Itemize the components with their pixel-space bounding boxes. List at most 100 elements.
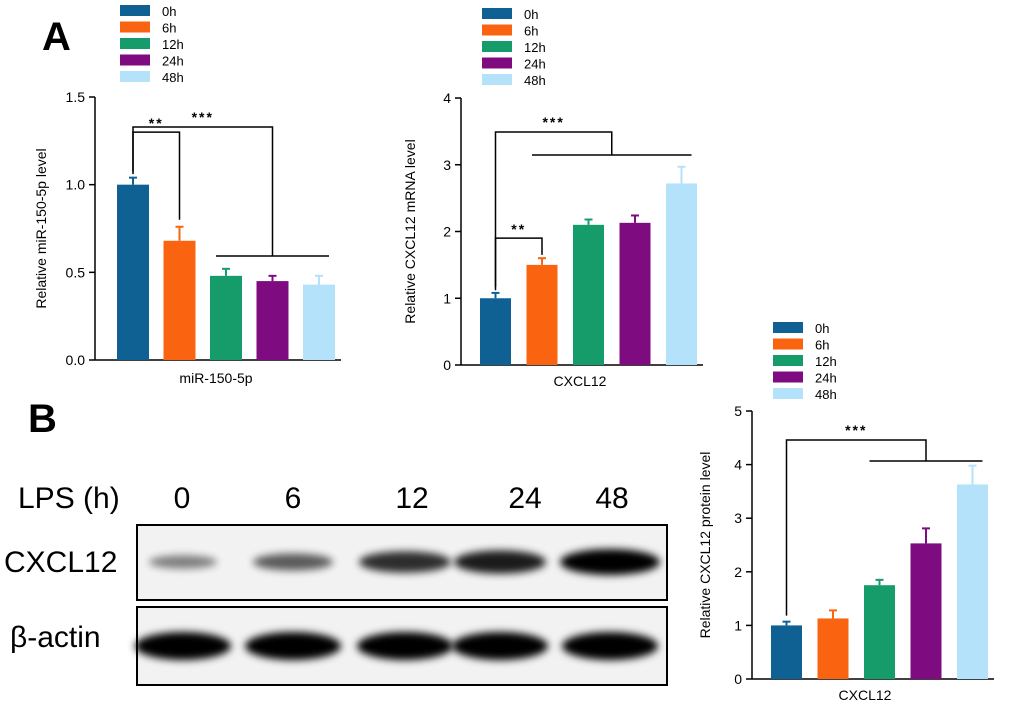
blot-band <box>560 549 660 575</box>
bar-0h <box>480 298 511 365</box>
y-tick-label: 0 <box>443 357 451 373</box>
legend-label: 24h <box>524 57 546 72</box>
legend-label: 6h <box>524 24 538 39</box>
significance-bracket <box>785 439 927 616</box>
bar-48h <box>303 284 335 360</box>
bar-24h <box>619 222 651 365</box>
blot-band <box>452 632 548 660</box>
blot-timepoint-label: 24 <box>508 482 541 515</box>
blot-band <box>357 632 453 660</box>
x-axis-title: CXCL12 <box>554 373 607 389</box>
legend-swatch-12h <box>773 355 803 366</box>
y-tick-label: 4 <box>734 457 742 473</box>
y-tick-label: 0.5 <box>66 264 86 280</box>
legend-swatch-0h <box>120 5 150 16</box>
y-tick-label: 0.0 <box>66 352 86 368</box>
significance-bracket <box>132 126 274 256</box>
y-axis-title: Relative miR-150-5p level <box>33 148 49 308</box>
legend-swatch-6h <box>482 24 512 36</box>
legend-swatch-6h <box>773 338 803 350</box>
blot-timepoint-label: 0 <box>174 482 191 515</box>
blot-band <box>135 632 231 660</box>
legend-swatch-12h <box>120 38 150 49</box>
significance-stars: *** <box>845 422 867 438</box>
y-tick-label: 0 <box>734 671 742 687</box>
blot-timepoint-label: 6 <box>285 482 302 515</box>
blot-band <box>149 555 217 569</box>
y-tick-label: 1.5 <box>66 89 86 105</box>
legend-label: 6h <box>162 21 176 36</box>
significance-stars: *** <box>542 114 564 130</box>
blot-band <box>562 632 658 660</box>
y-tick-label: 1.0 <box>66 177 86 193</box>
bar-12h <box>210 275 242 360</box>
y-tick-label: 3 <box>734 510 742 526</box>
panel-label-a: A <box>42 15 71 59</box>
y-axis-title: Relative CXCL12 mRNA level <box>402 139 418 323</box>
significance-stars: ** <box>149 115 164 131</box>
legend-swatch-24h <box>482 57 512 69</box>
cxcl12-mrna-bar-chart: 0 1 2 3 4 CXCL12 Relative CXCL12 mRNA level 0h 6… <box>402 7 703 389</box>
legend-label: 6h <box>815 338 829 353</box>
western-blot: LPS (h) 0 6 12 24 48 CXCL12 β-actin <box>4 482 668 686</box>
legend-label: 48h <box>524 73 546 88</box>
x-axis-title: miR-150-5p <box>179 370 252 386</box>
legend-swatch-48h <box>482 74 512 85</box>
x-axis-title: CXCL12 <box>839 687 892 703</box>
blot-row-label-actin: β-actin <box>10 621 101 654</box>
bar-12h <box>864 585 895 679</box>
blot-timepoint-label: 12 <box>395 482 428 515</box>
legend-swatch-24h <box>120 54 150 66</box>
legend-label: 12h <box>524 40 546 55</box>
legend-label: 24h <box>162 54 184 69</box>
blot-header-label: LPS (h) <box>18 482 120 515</box>
blot-band <box>359 551 451 573</box>
panel-label-b: B <box>28 397 57 441</box>
legend-swatch-24h <box>773 371 803 383</box>
legend-label: 12h <box>815 354 837 369</box>
legend-label: 48h <box>815 387 837 402</box>
mir-150-5p-bar-chart: 0.0 0.5 1.0 1.5 miR-150-5p Relative miR-150-5… <box>33 4 341 386</box>
bar-0h <box>771 625 802 679</box>
blot-row-label-cxcl12: CXCL12 <box>4 546 117 579</box>
legend-swatch-48h <box>773 388 803 399</box>
y-tick-label: 2 <box>443 224 451 240</box>
legend-swatch-48h <box>120 71 150 82</box>
y-tick-label: 3 <box>443 157 451 173</box>
blot-timepoint-label: 48 <box>595 482 628 515</box>
legend-label: 24h <box>815 371 837 386</box>
blot-band <box>245 632 341 660</box>
bar-12h <box>573 224 604 365</box>
y-tick-label: 5 <box>734 403 742 419</box>
bar-48h <box>666 183 697 365</box>
legend-label: 0h <box>524 7 538 22</box>
bar-6h <box>817 618 849 679</box>
legend-label: 0h <box>815 321 829 336</box>
y-tick-label: 4 <box>443 90 451 106</box>
y-axis-title: Relative CXCL12 protein level <box>697 452 713 639</box>
bar-0h <box>117 184 149 360</box>
bar-6h <box>526 264 558 365</box>
legend-swatch-6h <box>120 21 150 33</box>
legend-swatch-12h <box>482 41 512 52</box>
blot-band <box>253 553 333 571</box>
bar-48h <box>957 484 988 679</box>
legend-label: 0h <box>162 4 176 19</box>
significance-stars: *** <box>192 109 214 125</box>
legend-swatch-0h <box>482 8 512 19</box>
bar-24h <box>910 543 942 679</box>
y-tick-label: 1 <box>443 290 451 306</box>
significance-bracket <box>494 131 613 287</box>
legend-label: 48h <box>162 70 184 85</box>
legend-label: 12h <box>162 37 184 52</box>
y-tick-label: 1 <box>734 617 742 633</box>
legend-swatch-0h <box>773 322 803 333</box>
bar-24h <box>256 281 289 360</box>
bar-6h <box>163 240 196 360</box>
y-tick-label: 2 <box>734 564 742 580</box>
blot-bands <box>135 549 660 660</box>
cxcl12-protein-bar-chart: 0 1 2 3 4 5 CXCL12 Relative CXCL12 protein leve… <box>697 321 994 703</box>
blot-band <box>454 550 546 574</box>
significance-stars: ** <box>511 221 526 237</box>
